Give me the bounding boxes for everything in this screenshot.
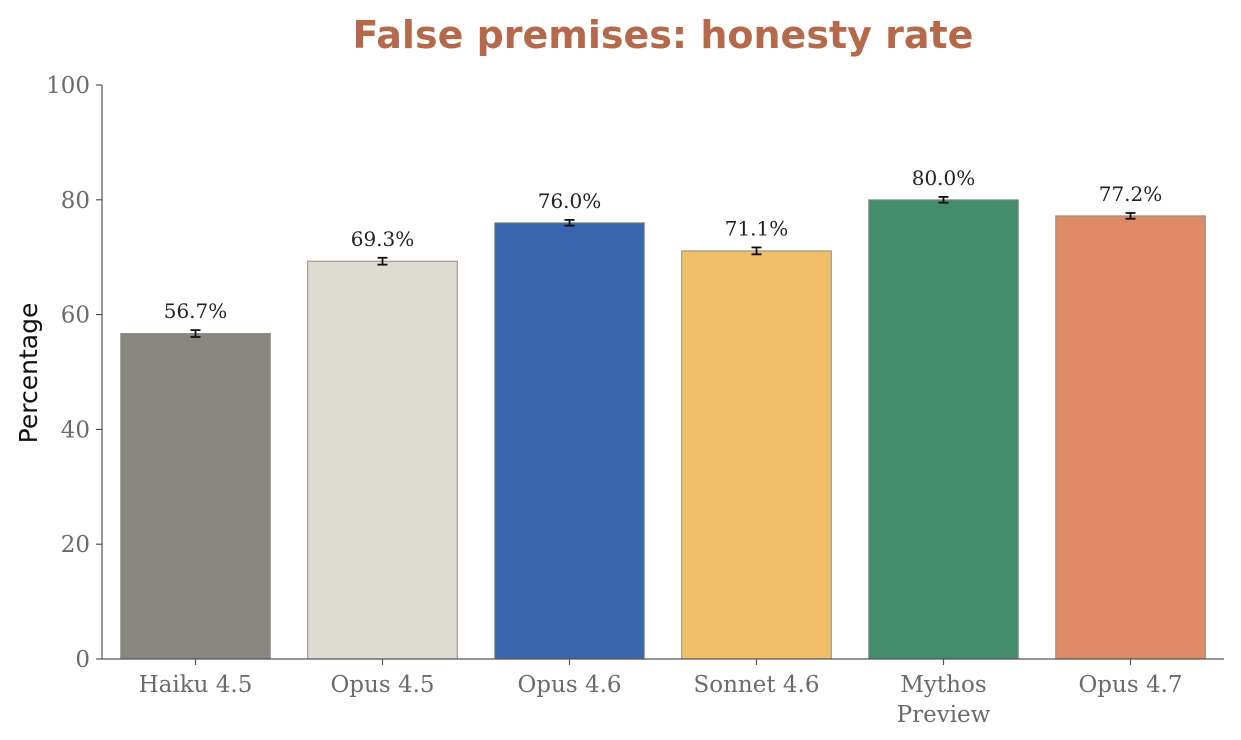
- x-tick-label: Sonnet 4.6: [694, 672, 820, 698]
- bar: [307, 260, 458, 660]
- bar: [120, 333, 271, 660]
- y-tick-label: 80: [61, 188, 90, 214]
- y-tick-label: 60: [61, 303, 90, 329]
- x-tick-label: Opus 4.7: [1078, 672, 1182, 698]
- data-label: 80.0%: [912, 166, 976, 190]
- data-label: 76.0%: [538, 189, 602, 213]
- x-tick-label: Haiku 4.5: [139, 672, 253, 698]
- chart-title: False premises: honesty rate: [353, 13, 974, 57]
- y-tick-label: 100: [46, 73, 90, 99]
- y-axis: 0 20 40 60 80 100: [46, 73, 103, 673]
- y-tick-label: 40: [61, 417, 90, 443]
- bar: [494, 222, 645, 660]
- data-label: 69.3%: [351, 227, 415, 251]
- x-tick-label: Opus 4.5: [330, 672, 434, 698]
- x-tick-label: Mythos: [900, 672, 986, 698]
- bar: [868, 199, 1019, 660]
- bars: 56.7% 69.3% 76.0% 71.1% 80.0% 77.2%: [120, 166, 1206, 660]
- x-tick-label: Preview: [897, 702, 991, 728]
- y-tick-label: 0: [75, 647, 90, 673]
- data-label: 77.2%: [1099, 182, 1163, 206]
- y-tick-label: 20: [61, 532, 90, 558]
- data-label: 71.1%: [725, 216, 789, 240]
- x-tick-label: Opus 4.6: [517, 672, 621, 698]
- y-axis-label: Percentage: [14, 303, 43, 444]
- data-label: 56.7%: [164, 299, 228, 323]
- bar: [681, 250, 832, 660]
- bar: [1055, 215, 1206, 660]
- x-axis: Haiku 4.5 Opus 4.5 Opus 4.6 Sonnet 4.6 Mytho…: [102, 658, 1224, 728]
